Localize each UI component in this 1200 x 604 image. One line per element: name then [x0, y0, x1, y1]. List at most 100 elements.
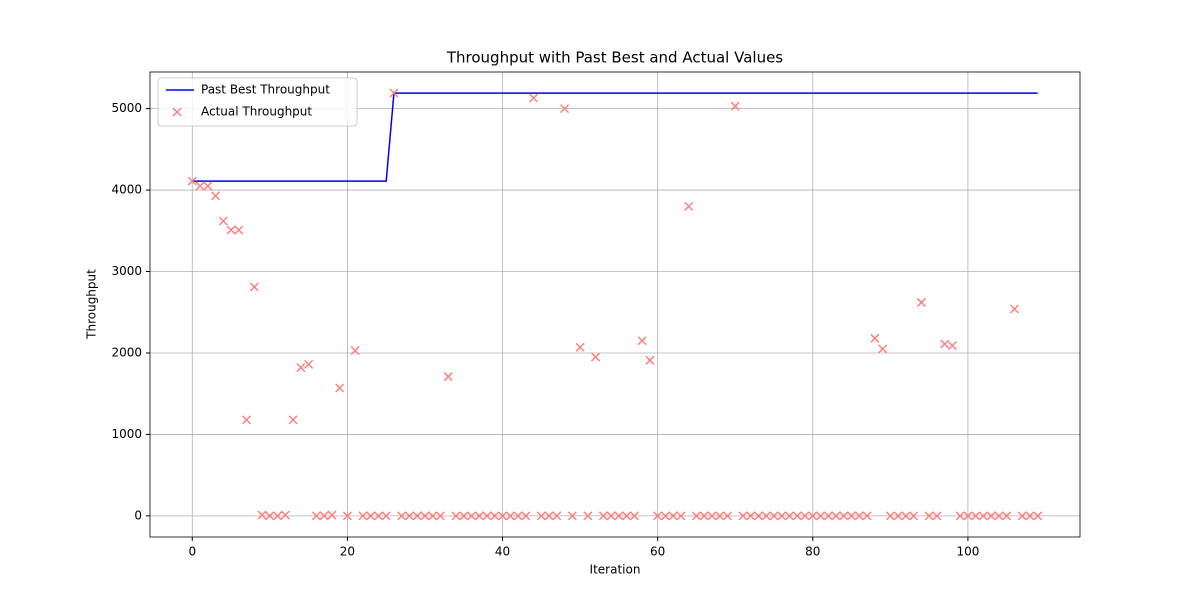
scatter-point — [296, 363, 306, 373]
x-marker-shape — [622, 511, 632, 521]
x-marker-shape — [218, 216, 228, 226]
scatter-point — [730, 101, 740, 111]
x-marker-shape — [940, 339, 950, 349]
scatter-point — [660, 511, 670, 521]
scatter-point — [932, 511, 942, 521]
scatter-point — [226, 225, 236, 235]
scatter-point — [684, 201, 694, 211]
x-marker-shape — [242, 415, 252, 425]
scatter-point — [583, 511, 593, 521]
scatter-point — [893, 511, 903, 521]
scatter-point — [591, 352, 601, 362]
x-marker-shape — [986, 511, 996, 521]
scatter-point — [777, 511, 787, 521]
scatter-point — [668, 511, 678, 521]
x-marker-shape — [684, 201, 694, 211]
x-marker-shape — [653, 511, 663, 521]
x-marker-shape — [947, 341, 957, 351]
x-marker-shape — [234, 225, 244, 235]
x-marker-shape — [435, 511, 446, 521]
legend-label: Actual Throughput — [201, 105, 312, 119]
x-marker-shape — [265, 511, 275, 521]
x-marker-shape — [924, 511, 934, 521]
x-marker-shape — [862, 511, 872, 521]
x-marker-shape — [373, 511, 383, 521]
x-marker-shape — [1009, 304, 1019, 314]
x-marker-shape — [885, 511, 895, 521]
scatter-point — [823, 511, 833, 521]
x-marker-shape — [575, 342, 585, 352]
scatter-point — [381, 511, 391, 521]
x-marker-shape — [707, 511, 717, 521]
scatter-point — [273, 511, 283, 521]
x-tick-label: 40 — [495, 545, 510, 559]
x-marker-shape — [645, 355, 655, 365]
y-tick-label: 4000 — [111, 183, 142, 197]
x-marker-shape — [474, 511, 484, 521]
x-marker-shape — [676, 511, 686, 521]
x-tick-label: 100 — [956, 545, 979, 559]
scatter-point — [753, 511, 764, 521]
scatter-point — [249, 282, 259, 292]
scatter-point — [358, 511, 368, 521]
scatter-point — [614, 511, 624, 521]
x-marker-shape — [901, 511, 911, 521]
scatter-point — [466, 511, 477, 521]
x-marker-shape — [792, 511, 802, 521]
x-marker-shape — [358, 511, 368, 521]
x-marker-shape — [319, 511, 329, 521]
scatter-point — [242, 415, 252, 425]
x-marker-shape — [769, 511, 779, 521]
x-marker-shape — [389, 88, 399, 98]
x-marker-shape — [466, 511, 477, 521]
x-marker-shape — [971, 511, 981, 521]
x-marker-shape — [342, 511, 352, 521]
x-marker-shape — [195, 181, 205, 191]
scatter-point — [653, 511, 663, 521]
scatter-point — [420, 511, 430, 521]
scatter-point — [544, 511, 554, 521]
scatter-point — [288, 415, 298, 425]
scatter-point — [916, 297, 926, 307]
x-marker-shape — [1017, 511, 1027, 521]
scatter-point — [211, 191, 221, 201]
x-marker-shape — [420, 511, 430, 521]
x-marker-shape — [614, 511, 624, 521]
x-marker-shape — [870, 333, 880, 343]
scatter-point — [746, 511, 756, 521]
scatter-point — [769, 511, 779, 521]
scatter-point — [808, 511, 818, 521]
x-marker-shape — [730, 101, 740, 111]
scatter-point — [971, 511, 981, 521]
x-marker-shape — [412, 511, 422, 521]
x-marker-shape — [746, 511, 756, 521]
scatter-point — [513, 511, 523, 521]
x-marker-shape — [784, 511, 795, 521]
scatter-point — [203, 181, 213, 191]
legend: Past Best Throughput Actual Throughput — [157, 77, 358, 127]
scatter-point — [552, 511, 562, 521]
scatter-point — [629, 511, 639, 521]
x-marker-shape — [963, 511, 973, 521]
scatter-point — [978, 511, 988, 521]
x-marker-shape — [994, 511, 1004, 521]
scatter-point — [459, 511, 469, 521]
scatter-point — [963, 511, 973, 521]
x-marker-shape — [552, 511, 562, 521]
x-marker-shape — [567, 511, 577, 521]
x-marker-shape — [606, 511, 616, 521]
scatter-point — [342, 511, 352, 521]
scatter-point — [335, 383, 345, 393]
scatter-point — [722, 511, 732, 521]
x-marker-shape — [327, 510, 337, 520]
scatter-point — [567, 511, 577, 521]
x-marker-shape — [893, 511, 903, 521]
scatter-point — [792, 511, 802, 521]
x-marker-shape — [288, 415, 298, 425]
scatter-point — [327, 510, 337, 520]
x-marker-shape — [404, 511, 414, 521]
x-marker-shape — [1025, 511, 1035, 521]
scatter-point — [575, 342, 585, 352]
x-marker-shape — [273, 511, 283, 521]
